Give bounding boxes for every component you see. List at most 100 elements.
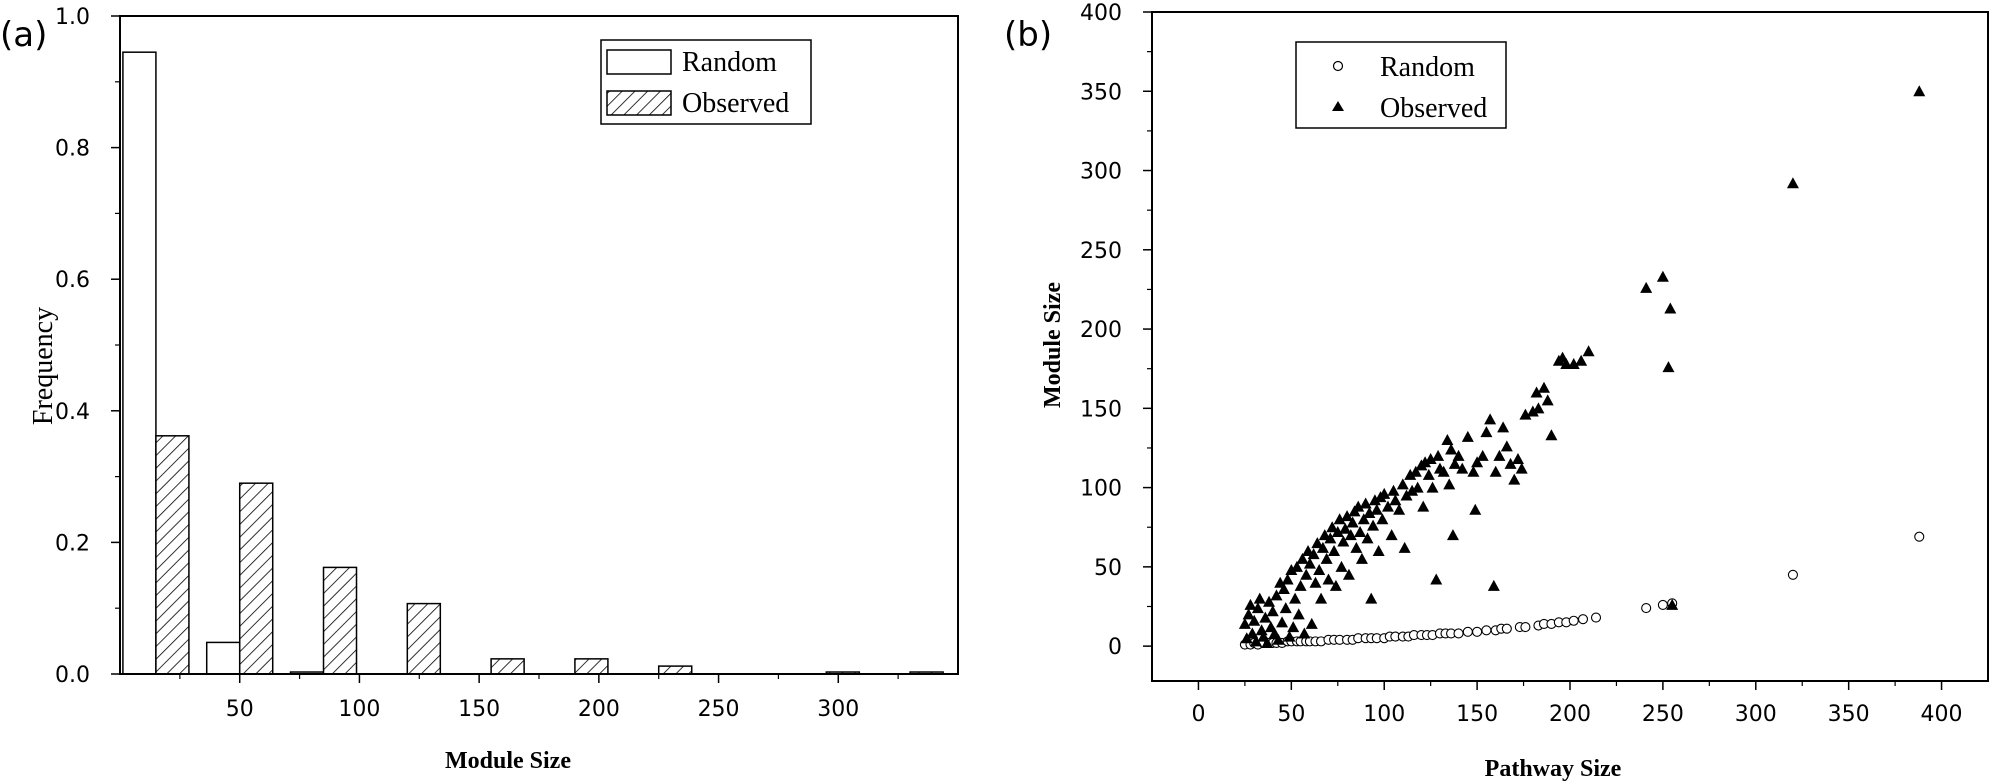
legend-marker-random (1332, 60, 1344, 72)
observed-point (1335, 560, 1348, 572)
observed-bars (155, 435, 944, 675)
observed-point (1656, 270, 1669, 282)
random-point (1577, 614, 1589, 625)
observed-point (1480, 426, 1493, 438)
observed-point (1251, 602, 1264, 614)
x-axis-ticks: 0 50 100 150 200 250 300 350 400 (1191, 681, 1963, 727)
observed-point (1305, 617, 1318, 629)
y-tick-label: 200 (1080, 318, 1122, 343)
y-tick-label: 0.0 (55, 663, 90, 688)
observed-point (1300, 568, 1313, 580)
y-axis-title: Frequency (28, 307, 59, 425)
y-tick-label: 0.2 (55, 531, 90, 556)
random-point (1641, 603, 1652, 614)
legend-swatch-random (606, 49, 672, 75)
x-tick-label: 150 (1456, 702, 1498, 727)
observed-point (1411, 481, 1424, 493)
random-point (1787, 569, 1798, 580)
observed-point (1346, 516, 1359, 528)
observed-point (1430, 573, 1443, 585)
observed-point (1476, 449, 1489, 461)
y-tick-label: 400 (1080, 1, 1122, 26)
observed-point (1387, 484, 1400, 496)
observed-point (1322, 573, 1335, 585)
random-point (1472, 626, 1483, 637)
x-tick-label: 100 (338, 697, 380, 722)
x-tick-label: 100 (1363, 702, 1405, 727)
observed-point (1537, 381, 1550, 393)
y-tick-label: 1.0 (55, 5, 90, 30)
observed-point (1519, 408, 1532, 420)
random-point (1501, 623, 1512, 634)
observed-point (1443, 478, 1456, 490)
observed-point (1339, 522, 1352, 534)
observed-point (1396, 478, 1409, 490)
observed-point (1913, 85, 1926, 97)
observed-point (1484, 413, 1497, 425)
observed-point (1315, 592, 1328, 604)
observed-point (1432, 449, 1445, 461)
observed-point (1786, 177, 1799, 189)
observed-point (1316, 541, 1329, 553)
observed-point (1452, 449, 1465, 461)
legend: Random Observed (600, 39, 812, 125)
random-bars (122, 51, 325, 675)
observed-point (1333, 513, 1346, 525)
x-tick-label: 250 (1642, 702, 1684, 727)
observed-point (1296, 552, 1309, 564)
observed-bar (406, 602, 442, 675)
observed-point (1664, 302, 1677, 314)
observed-point (1244, 598, 1257, 610)
observed-point (1337, 535, 1350, 547)
x-tick-label: 50 (1277, 702, 1305, 727)
x-axis-ticks: 50 100 150 200 250 300 (179, 674, 899, 722)
observed-point (1441, 434, 1454, 446)
y-tick-label: 0.6 (55, 268, 90, 293)
observed-point (1342, 568, 1355, 580)
x-tick-label: 400 (1921, 702, 1963, 727)
observed-point (1263, 595, 1276, 607)
observed-point (1289, 592, 1302, 604)
legend-label-observed: Observed (682, 88, 789, 119)
observed-point (1370, 503, 1383, 515)
legend-swatch-observed (606, 90, 672, 116)
observed-point (1378, 487, 1391, 499)
observed-point (1309, 576, 1322, 588)
observed-point (1361, 532, 1374, 544)
observed-point (1238, 617, 1251, 629)
observed-point (1404, 468, 1417, 480)
observed-point (1307, 548, 1320, 560)
random-point (1568, 615, 1579, 626)
observed-point (1259, 611, 1272, 623)
y-tick-label: 50 (1094, 556, 1122, 581)
observed-point (1406, 484, 1419, 496)
x-tick-label: 200 (1549, 702, 1591, 727)
observed-point (1640, 281, 1653, 293)
observed-point (1365, 592, 1378, 604)
observed-point (1367, 519, 1380, 531)
observed-point (1456, 462, 1469, 474)
observed-point (1294, 579, 1307, 591)
observed-point (1357, 513, 1370, 525)
panel-a-label: (a) (0, 15, 47, 55)
observed-point (1331, 525, 1344, 537)
observed-point (1253, 592, 1266, 604)
observed-point (1376, 513, 1389, 525)
observed-point (1493, 449, 1506, 461)
x-axis-title: Module Size (445, 748, 571, 774)
observed-point (1448, 457, 1461, 469)
observed-point (1497, 421, 1510, 433)
observed-point (1279, 602, 1292, 614)
observed-point (1467, 465, 1480, 477)
legend-label-random: Random (682, 47, 777, 78)
observed-point (1541, 394, 1554, 406)
observed-point (1298, 627, 1311, 639)
observed-point (1422, 468, 1435, 480)
observed-point (1426, 481, 1439, 493)
observed-point (1324, 532, 1337, 544)
y-tick-label: 250 (1080, 239, 1122, 264)
y-tick-label: 0.8 (55, 137, 90, 162)
random-point (1453, 628, 1464, 639)
observed-point (1355, 552, 1368, 564)
